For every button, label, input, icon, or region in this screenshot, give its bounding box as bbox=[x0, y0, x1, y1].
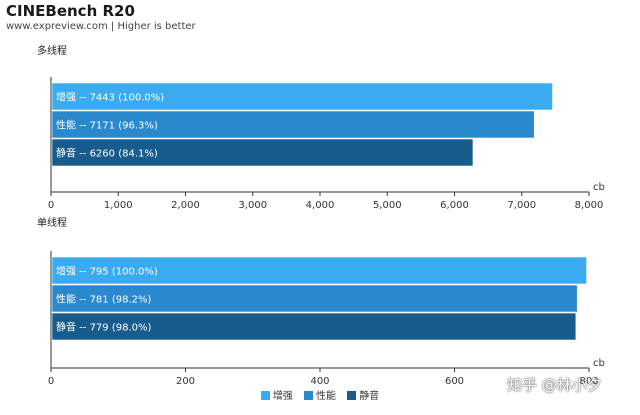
legend-label-zengqiang: 增强 bbox=[272, 391, 293, 402]
chart2-bar-1 bbox=[51, 256, 587, 285]
chart1-tick-label-4: 3,000 bbox=[238, 200, 267, 211]
chart2-bar-2 bbox=[51, 284, 578, 313]
chart1-title: 多线程 bbox=[37, 46, 67, 57]
legend: 增强 性能 静音 bbox=[0, 387, 640, 402]
chart1-bar-1 bbox=[51, 82, 553, 111]
watermark: 知乎 @林小夕 bbox=[507, 376, 602, 394]
chart2-bar-3 bbox=[51, 312, 577, 341]
chart1-tick-label-2: 1,000 bbox=[104, 200, 133, 211]
chart2-bar-3-label: 静音 -- 779 (98.0%) bbox=[56, 321, 152, 334]
chart1-bar-3 bbox=[51, 138, 474, 167]
chart1-bar-3-label: 静音 -- 6260 (84.1%) bbox=[56, 147, 158, 160]
legend-item-jingyin: 静音 bbox=[347, 387, 379, 402]
chart1-tick-label-3: 2,000 bbox=[171, 200, 200, 211]
chart2-tick-label-4: 600 bbox=[445, 376, 464, 387]
chart1-tick-label-6: 5,000 bbox=[373, 200, 402, 211]
legend-swatch-zengqiang bbox=[260, 391, 270, 400]
chart1-tick-label-7: 6,000 bbox=[440, 200, 469, 211]
chart2-tick-label-3: 400 bbox=[310, 376, 329, 387]
chart1-tick-label-5: 4,000 bbox=[306, 200, 335, 211]
chart2-unit-label: cb bbox=[593, 358, 605, 369]
legend-item-zengqiang: 增强 bbox=[260, 387, 293, 402]
chart1-tick-label-9: 8,000 bbox=[575, 200, 604, 211]
legend-item-xingneng: 性能 bbox=[304, 387, 336, 402]
legend-swatch-xingneng bbox=[304, 391, 313, 400]
chart1-tick-label-8: 7,000 bbox=[507, 200, 536, 211]
chart2-bar-2-label: 性能 -- 781 (98.2%) bbox=[56, 293, 152, 306]
legend-swatch-jingyin bbox=[347, 391, 357, 400]
chart1-tick-label-1: 0 bbox=[48, 200, 54, 211]
chart1-unit-label: cb bbox=[593, 182, 605, 193]
chart1-bar-1-label: 增强 -- 7443 (100.0%) bbox=[56, 91, 164, 104]
chart2-tick-label-2: 200 bbox=[176, 376, 195, 387]
chart2-bar-1-label: 增强 -- 795 (100.0%) bbox=[56, 265, 158, 278]
chart1-bar-2-label: 性能 -- 7171 (96.3%) bbox=[56, 119, 158, 132]
chart2-title: 单线程 bbox=[37, 218, 67, 229]
chart1-bar-2 bbox=[51, 110, 535, 139]
chart-title: CINEBench R20 bbox=[6, 2, 135, 20]
legend-label-jingyin: 静音 bbox=[359, 391, 380, 402]
chart-subtitle: www.expreview.com | Higher is better bbox=[6, 21, 196, 32]
chart2-tick-label-5: 800 bbox=[579, 376, 598, 387]
legend-label-xingneng: 性能 bbox=[316, 391, 336, 402]
chart2-tick-label-1: 0 bbox=[48, 376, 54, 387]
